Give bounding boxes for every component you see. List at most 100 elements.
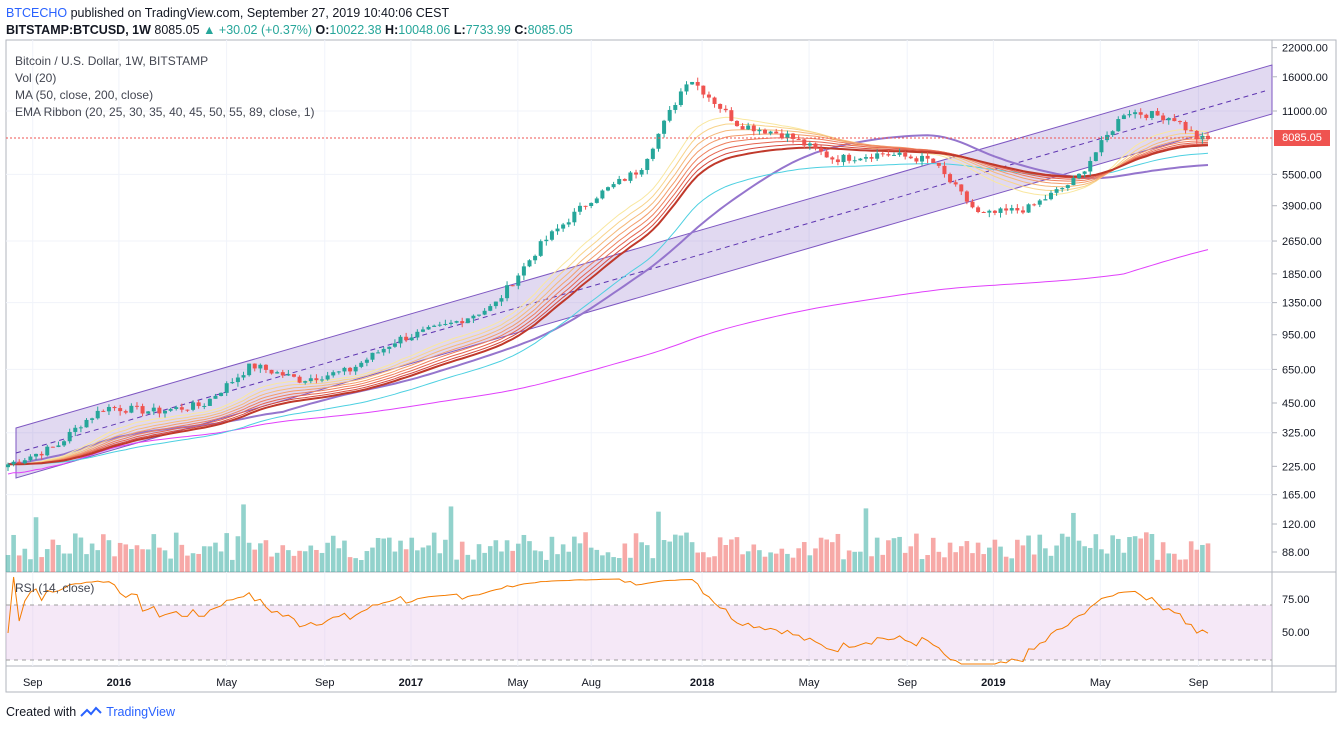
volume-bar	[964, 541, 970, 572]
volume-bar	[1065, 536, 1071, 572]
candle-body	[987, 210, 992, 213]
price-tick-label: 120.00	[1282, 519, 1316, 531]
volume-bar	[229, 559, 235, 572]
volume-bar	[1183, 559, 1188, 572]
legend-ema[interactable]: EMA Ribbon (20, 25, 30, 35, 40, 45, 50, …	[15, 105, 315, 119]
candle-body	[325, 375, 330, 380]
volume-bar	[56, 544, 61, 572]
volume-bar	[1188, 541, 1194, 572]
volume-bar	[1205, 543, 1211, 572]
volume-bar	[785, 553, 790, 572]
volume-bar	[33, 517, 39, 572]
volume-bar	[218, 551, 224, 572]
candle-body	[1004, 208, 1009, 211]
candle-body	[370, 352, 375, 360]
candle-body	[353, 366, 358, 372]
candle-body	[953, 182, 958, 185]
volume-bar	[123, 544, 129, 572]
candle-body	[908, 156, 913, 159]
rsi-band	[6, 605, 1272, 660]
volume-bar	[1144, 532, 1149, 572]
volume-bar	[1177, 559, 1183, 572]
volume-bar	[1020, 545, 1026, 572]
volume-bar	[1009, 558, 1015, 572]
volume-bar	[611, 557, 616, 572]
candle-body	[308, 378, 313, 382]
candle-body	[409, 337, 414, 341]
ema-ribbon-line	[7, 137, 1209, 465]
volume-bar	[981, 554, 987, 572]
volume-bar	[50, 539, 56, 572]
candle-body	[774, 131, 779, 134]
candle-body	[336, 371, 341, 373]
volume-bar	[314, 549, 319, 572]
volume-bar	[286, 550, 291, 572]
time-tick-label: Sep	[1189, 677, 1209, 689]
volume-bar	[577, 543, 583, 572]
candle-body	[942, 165, 947, 175]
candle-body	[695, 81, 700, 86]
candle-body	[426, 326, 431, 330]
candle-body	[1026, 204, 1031, 213]
volume-bar	[1054, 545, 1059, 572]
volume-bar	[185, 555, 190, 572]
candle-body	[830, 157, 835, 160]
volume-bar	[1099, 549, 1104, 572]
volume-bar	[897, 536, 902, 572]
volume-bar	[953, 552, 958, 572]
volume-bar	[684, 532, 689, 572]
candle-body	[734, 120, 739, 127]
candle-body	[28, 456, 33, 461]
price-axis[interactable]: 22000.00 16000.00 11000.00 5500.00 3900.00 26…	[1272, 43, 1328, 559]
symbol-name: BITSTAMP:BTCUSD, 1W	[6, 23, 151, 37]
volume-bar	[549, 536, 555, 572]
candle-body	[1149, 111, 1154, 118]
volume-bar	[364, 551, 370, 572]
volume-bar	[72, 533, 78, 572]
candle-body	[398, 336, 403, 344]
time-tick-label: May	[1090, 677, 1111, 689]
time-axis[interactable]: Sep 2016 May Sep 2017 May Aug 2018 May Sep 2019 May…	[23, 677, 1208, 689]
rsi-tick-75: 75.00	[1282, 594, 1310, 606]
volume-bar	[235, 536, 241, 572]
candle-body	[835, 159, 840, 163]
candle-body	[875, 153, 880, 159]
candle-body	[572, 211, 577, 223]
candle-body	[275, 372, 280, 374]
legend-ma[interactable]: MA (50, close, 200, close)	[15, 88, 154, 102]
candle-body	[1077, 173, 1082, 179]
ema-ribbon-line	[7, 116, 1209, 465]
candle-body	[1048, 192, 1053, 200]
candle-body	[746, 125, 751, 130]
candle-body	[460, 321, 465, 324]
candle-body	[241, 375, 246, 378]
volume-bar	[61, 553, 67, 572]
candle-body	[1138, 112, 1143, 115]
volume-bar	[454, 559, 459, 572]
rsi-legend[interactable]: RSI (14, close)	[15, 581, 95, 595]
candle-body	[112, 406, 117, 409]
candle-body	[1009, 208, 1014, 211]
volume-bar	[336, 548, 342, 572]
volume-bar	[925, 555, 930, 572]
price-tick-label: 88.00	[1282, 547, 1310, 559]
volume-bar	[1200, 544, 1205, 572]
candle-body	[847, 154, 852, 161]
price-tick-label: 165.00	[1282, 490, 1316, 502]
candle-body	[84, 419, 89, 428]
candle-body	[493, 301, 498, 307]
candle-body	[527, 260, 532, 267]
volume-bar	[358, 559, 364, 572]
chart-frame	[5, 39, 1337, 693]
candle-body	[1093, 152, 1098, 161]
volume-bar	[437, 553, 443, 572]
low-value: 7733.99	[465, 23, 511, 37]
footer-brand[interactable]: TradingView	[106, 705, 175, 719]
legend-vol[interactable]: Vol (20)	[15, 71, 57, 85]
candle-body	[538, 241, 543, 256]
price-tick-label: 16000.00	[1282, 72, 1328, 84]
candle-body	[263, 364, 268, 370]
volume-bar	[712, 556, 717, 572]
author-link[interactable]: BTCECHO	[6, 6, 68, 20]
